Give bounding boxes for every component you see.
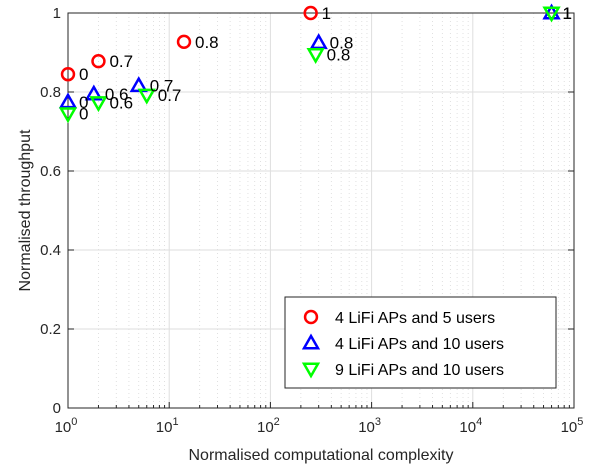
legend-marker-triangle-down	[301, 362, 321, 379]
data-label: 0	[79, 105, 88, 124]
data-point-triangle-down	[58, 107, 78, 124]
data-point-circle	[176, 34, 192, 50]
legend-box	[284, 296, 557, 389]
y-tick-label: 0.6	[40, 163, 61, 180]
y-axis-label: Normalised throughput	[17, 129, 34, 291]
data-point-triangle-up	[129, 76, 148, 93]
y-tick-label: 0	[53, 400, 61, 417]
legend: 4 LiFi APs and 5 users 4 LiFi APs and 10 …	[284, 296, 557, 389]
y-tick-label: 0.2	[40, 321, 61, 338]
x-axis-label: Normalised computational complexity	[189, 447, 454, 464]
data-point-triangle-down	[137, 88, 156, 105]
data-label: 0.8	[327, 45, 351, 64]
data-label: 0.6	[109, 94, 133, 113]
data-label: 0.7	[109, 52, 133, 71]
x-tick-label: 104	[459, 416, 482, 436]
x-tick-label: 102	[257, 416, 280, 436]
x-tick-label: 101	[156, 416, 179, 436]
data-label: 0.6	[105, 85, 129, 104]
data-label: 0.7	[150, 77, 174, 96]
plot-frame	[67, 12, 575, 409]
x-tick-label: 103	[358, 416, 381, 436]
x-tick-label: 105	[561, 416, 584, 436]
y-tick-label: 1	[53, 5, 61, 22]
data-point-triangle-down	[306, 47, 325, 64]
data-point-circle	[60, 67, 76, 82]
data-label: 0.8	[195, 33, 219, 52]
data-point-triangle-down	[89, 96, 108, 113]
y-tick-label: 0.4	[40, 242, 61, 259]
data-points	[58, 3, 561, 124]
data-label: 0.7	[158, 86, 182, 105]
data-label: 1	[563, 4, 572, 23]
data-label: 0	[79, 93, 88, 112]
data-label: 1	[322, 4, 331, 23]
x-tick-label: 100	[55, 416, 78, 436]
legend-marker-triangle-up	[301, 333, 321, 350]
data-point-triangle-up	[58, 92, 78, 109]
legend-entry-label: 9 LiFi APs and 10 users	[335, 362, 504, 379]
data-label: 0.8	[330, 34, 354, 53]
axis-ticks	[67, 12, 575, 409]
data-label: 0	[79, 65, 88, 84]
data-point-triangle-down	[542, 6, 561, 23]
data-point-circle	[303, 5, 318, 21]
y-tick-label: 0.8	[40, 84, 61, 101]
legend-entry-label: 4 LiFi APs and 5 users	[335, 310, 495, 327]
data-label: 1	[563, 4, 572, 23]
data-point-triangle-up	[309, 33, 328, 50]
legend-entry-label: 4 LiFi APs and 10 users	[335, 336, 504, 353]
data-point-circle	[91, 53, 106, 69]
legend-marker-circle	[303, 309, 319, 325]
